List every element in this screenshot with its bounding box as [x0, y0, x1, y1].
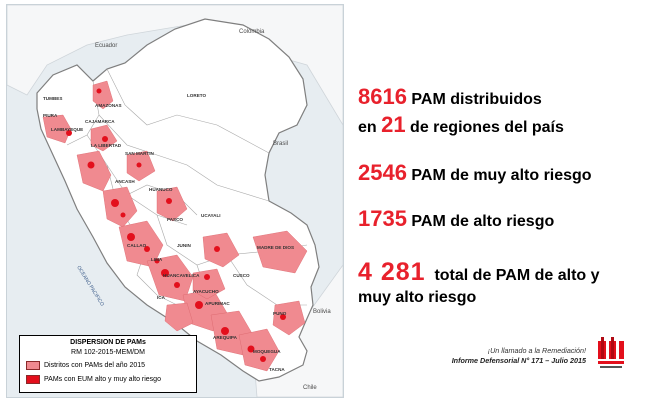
high-risk-pams — [66, 88, 286, 362]
country-label: Colombia — [239, 29, 265, 35]
region-label: TACNA — [269, 367, 285, 372]
legend-swatch — [26, 360, 40, 370]
footer-slogan: ¡Un llamado a la Remediación! — [487, 346, 586, 355]
region-label: ANCASH — [115, 179, 135, 184]
region-label: LA LIBERTAD — [91, 143, 122, 148]
region-label: APURIMAC — [205, 301, 230, 306]
region-label: ICA — [157, 295, 166, 300]
region-label: LIMA — [151, 257, 163, 262]
region-label: MADRE DE DIOS — [257, 245, 294, 250]
region-label: TUMBES — [43, 96, 62, 101]
region-label: AMAZONAS — [95, 103, 122, 108]
region-label: AYACUCHO — [193, 289, 219, 294]
stat-total-risk: 4 281 total de PAM de alto y — [358, 258, 600, 287]
region-label: CUSCO — [233, 273, 250, 278]
report-footer: ¡Un llamado a la Remediación! Informe De… — [452, 346, 586, 366]
legend-swatch — [26, 374, 40, 384]
stat-high-risk: 1735 PAM de alto riesgo — [358, 206, 554, 232]
neighbour-land — [7, 5, 343, 397]
districts-2015 — [42, 80, 308, 372]
legend-title: DISPERSION DE PAMs — [70, 339, 146, 346]
stat-text: en — [358, 119, 382, 136]
region-label: LAMBAYEQUE — [51, 127, 83, 132]
map-svg: Ecuador Colombia Brasil Bolivia Chile OC… — [7, 5, 343, 397]
stat-number: 21 — [381, 112, 406, 137]
country-label: Bolivia — [313, 309, 331, 315]
stat-text: PAM de muy alto riesgo — [406, 167, 592, 184]
region-label: PIURA — [43, 113, 58, 118]
region-label: UCAYALI — [201, 213, 221, 218]
legend-item-label: PAMs con EUM alto y muy alto riesgo — [44, 375, 161, 383]
legend-item-label: Distritos con PAMs del año 2015 — [44, 361, 146, 369]
region-label: CALLAO — [127, 243, 147, 248]
stat-number: 2546 — [358, 160, 407, 185]
region-label: HUANCAVELICA — [163, 273, 200, 278]
region-label: MOQUEGUA — [253, 349, 281, 354]
stat-text: de regiones del país — [405, 119, 564, 136]
stat-very-high-risk: 2546 PAM de muy alto riesgo — [358, 160, 592, 186]
stat-number: 1735 — [358, 206, 407, 231]
region-label: AREQUIPA — [213, 335, 238, 340]
footer-report-ref: Informe Defensorial N° 171 – Julio 2015 — [451, 356, 586, 365]
defensoria-logo-icon — [598, 337, 624, 368]
stat-total-pam: 8616 PAM distribuidos — [358, 84, 542, 110]
region-label: CAJAMARCA — [85, 119, 115, 124]
peru-map: Ecuador Colombia Brasil Bolivia Chile OC… — [6, 4, 344, 398]
region-label: JUNIN — [177, 243, 191, 248]
country-label: Ecuador — [95, 43, 117, 49]
stat-text: total de PAM de alto y — [425, 267, 600, 284]
region-label: SAN MARTIN — [125, 151, 155, 156]
country-label: Chile — [303, 385, 317, 391]
legend-subtitle: RM 102-2015-MEM/DM — [71, 349, 145, 356]
stat-text: PAM de alto riesgo — [406, 213, 555, 230]
ocean-label: OCEANO PACIFICO — [75, 265, 105, 308]
region-label: HUANUCO — [149, 187, 173, 192]
stat-number: 4 281 — [358, 258, 426, 286]
stat-regions: en 21 de regiones del país — [358, 112, 564, 138]
map-legend: DISPERSION DE PAMs RM 102-2015-MEM/DM Di… — [19, 335, 197, 393]
region-label: PASCO — [167, 217, 183, 222]
legend-item: PAMs con EUM alto y muy alto riesgo — [26, 374, 161, 384]
region-label: LORETO — [187, 93, 206, 98]
legend-item: Distritos con PAMs del año 2015 — [26, 360, 145, 370]
country-label: Brasil — [273, 141, 288, 147]
stat-number: 8616 — [358, 84, 407, 109]
region-label: PUNO — [273, 311, 287, 316]
stat-text: PAM distribuidos — [406, 91, 542, 108]
stat-total-risk-continued: muy alto riesgo — [358, 289, 477, 306]
